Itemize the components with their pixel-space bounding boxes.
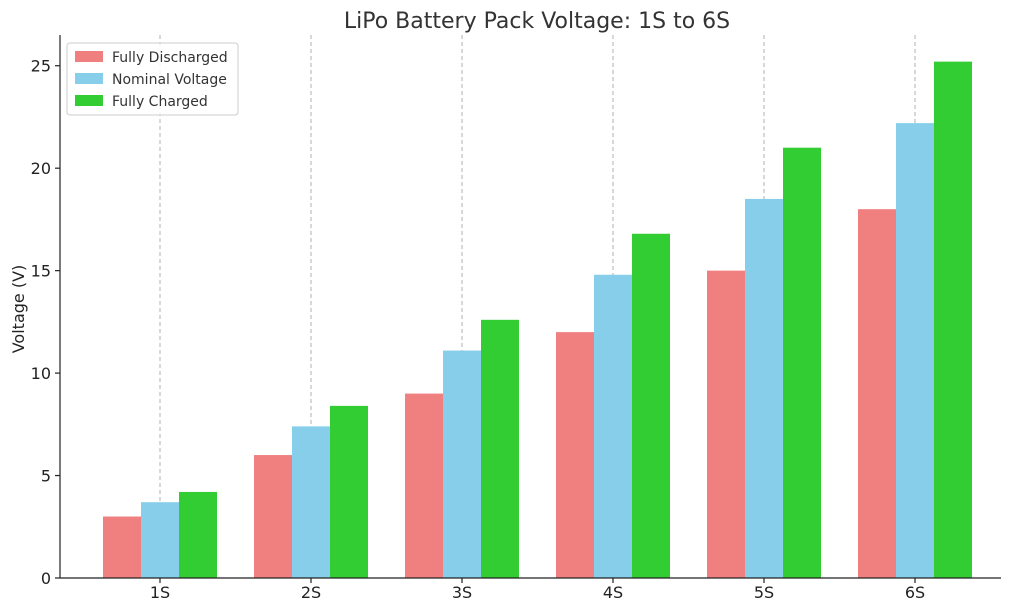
y-tick-label: 10 (31, 364, 51, 383)
bar-5S-nominal-voltage (745, 198, 783, 578)
y-tick-label: 20 (31, 159, 51, 178)
x-tick-label-5S: 5S (754, 583, 774, 602)
x-tick-label-4S: 4S (603, 583, 623, 602)
bar-3S-fully-discharged (405, 393, 443, 578)
y-tick-label: 5 (41, 467, 51, 486)
bar-6S-fully-charged (934, 61, 972, 578)
bar-6S-nominal-voltage (896, 123, 934, 578)
legend: Fully Discharged Nominal Voltage Fully Cha… (66, 42, 239, 116)
legend-swatch (75, 51, 103, 62)
x-tick-label-2S: 2S (301, 583, 321, 602)
bars-layer (103, 61, 972, 579)
legend-swatch (75, 73, 103, 84)
chart-title: LiPo Battery Pack Voltage: 1S to 6S (344, 9, 730, 34)
bar-2S-fully-discharged (254, 455, 292, 578)
bar-5S-fully-discharged (707, 270, 745, 578)
bar-1S-fully-charged (179, 491, 217, 578)
bar-2S-fully-charged (330, 405, 368, 578)
bar-4S-nominal-voltage (594, 274, 632, 578)
legend-label: Nominal Voltage (112, 72, 227, 88)
axes-layer: 0 5 10 15 20 25 1S 2S 3S 4S 5S 6S (31, 35, 1001, 602)
bar-4S-fully-charged (632, 233, 670, 578)
legend-label: Fully Discharged (112, 50, 228, 66)
x-tick-label-1S: 1S (150, 583, 170, 602)
bar-4S-fully-discharged (556, 332, 594, 578)
bar-3S-fully-charged (481, 319, 519, 578)
x-tick-label-6S: 6S (905, 583, 925, 602)
y-tick-label: 25 (31, 57, 51, 76)
legend-label: Fully Charged (112, 94, 208, 110)
legend-box (66, 42, 239, 116)
bar-2S-nominal-voltage (292, 426, 330, 578)
legend-swatch (75, 95, 103, 106)
x-tick-label-3S: 3S (452, 583, 472, 602)
bar-3S-nominal-voltage (443, 350, 481, 578)
y-tick-label: 0 (41, 569, 51, 588)
bar-6S-fully-discharged (858, 209, 896, 579)
bar-1S-fully-discharged (103, 516, 141, 578)
bar-5S-fully-charged (783, 147, 821, 578)
y-tick-label: 15 (31, 262, 51, 281)
y-axis-label: Voltage (V) (9, 265, 28, 354)
bar-1S-nominal-voltage (141, 502, 179, 578)
